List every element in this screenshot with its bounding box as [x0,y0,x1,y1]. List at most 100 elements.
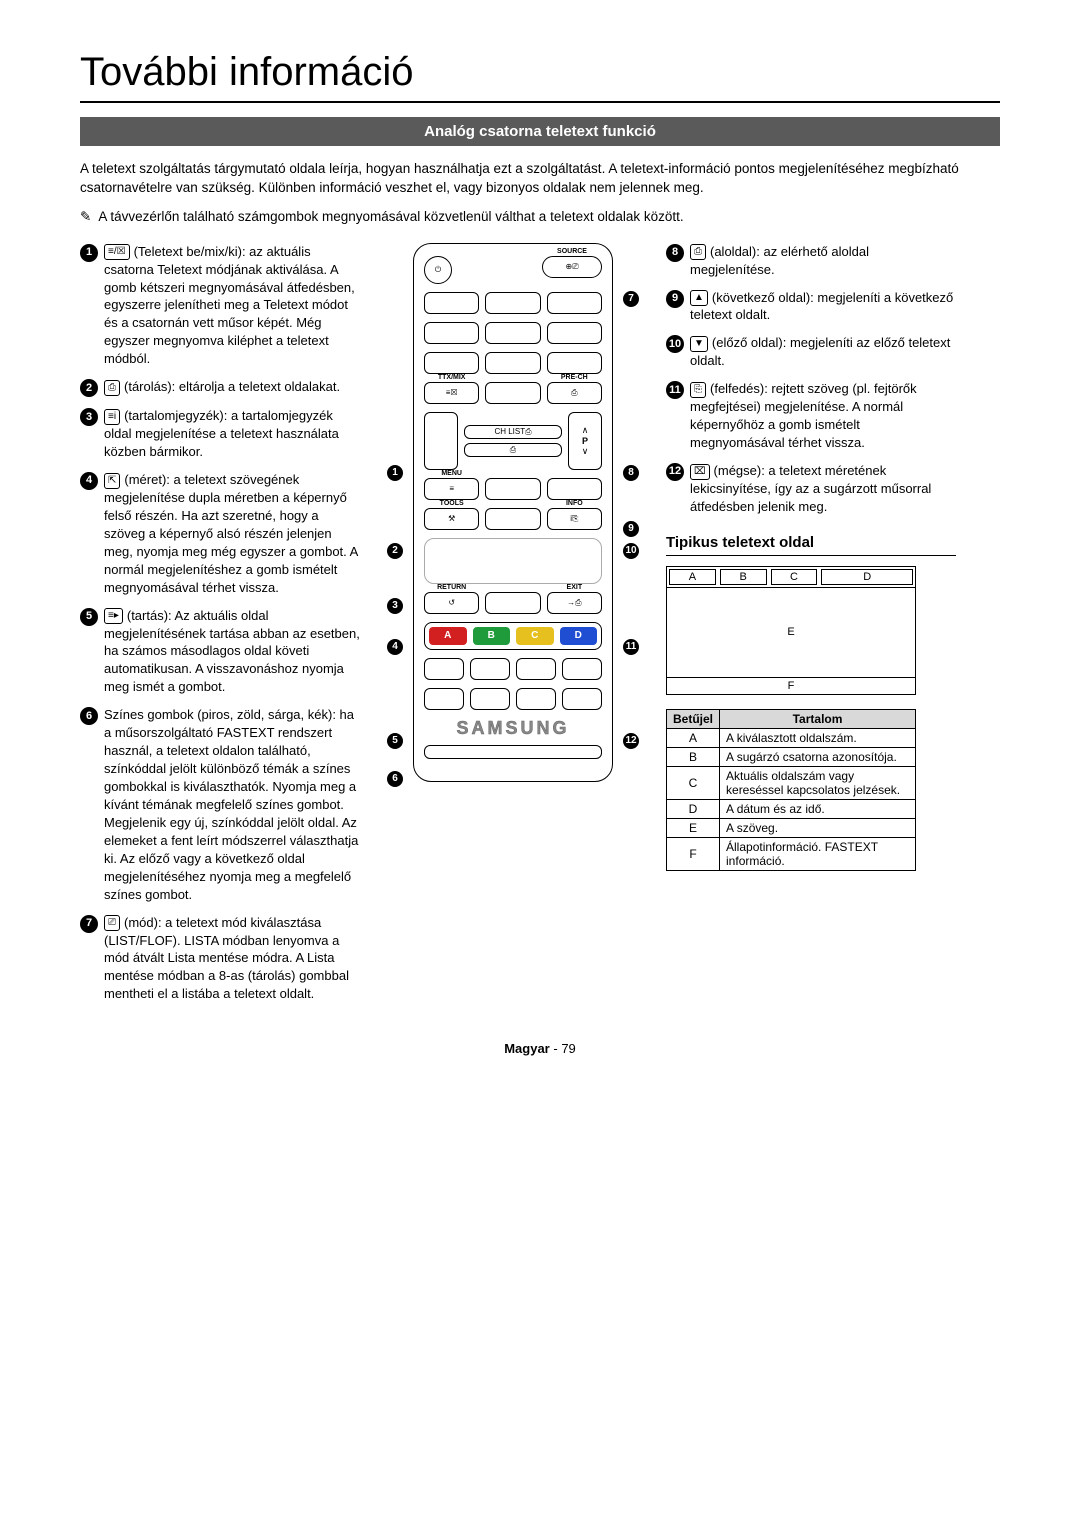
tools-label: TOOLS [440,500,464,507]
teletext-icon: ▲ [690,290,708,306]
color-key-green[interactable]: B [473,627,511,645]
store-button[interactable]: ⎙ [464,443,562,457]
num-7[interactable] [424,352,479,374]
page-rocker[interactable]: ∧ P ∨ [568,412,602,470]
table-row: DA dátum és az idő. [667,799,916,818]
extra-7[interactable] [516,688,556,710]
num-0[interactable] [485,382,540,404]
table-cell-key: B [667,747,720,766]
num-5[interactable] [485,322,540,344]
power-button[interactable]: ⏻ [424,256,452,284]
item-number: 7 [80,915,98,933]
info-button[interactable]: INFOi⎘ [547,508,602,530]
callout-4: 4 [387,639,403,655]
item-text: (aloldal): az elérhető aloldal megjelení… [690,244,869,277]
tt-cell-c: C [771,569,818,585]
teletext-icon: ≡i [104,409,120,425]
num-6[interactable] [547,322,602,344]
color-keys: A B C D [424,622,602,650]
list-item: 7 ⎚(mód): a teletext mód kiválasztása (L… [80,914,360,1004]
bottom-bar [424,745,602,759]
item-text: (mód): a teletext mód kiválasztása (LIST… [104,915,349,1002]
list-item: 3 ≡i(tartalomjegyzék): a tartalomjegyzék… [80,407,360,461]
list-item: 8 ⎙(aloldal): az elérhető aloldal megjel… [666,243,956,279]
color-key-red[interactable]: A [429,627,467,645]
item-text: (Teletext be/mix/ki): az aktuális csator… [104,244,355,367]
teletext-layout-diagram: A B C D E F [666,566,916,695]
teletext-icon: ⇱ [104,473,120,489]
list-item: 10 ▼(előző oldal): megjeleníti az előző … [666,334,956,370]
info-label: INFO [566,500,583,507]
item-text: (tartás): Az aktuális oldal megjelenítés… [104,608,360,695]
teletext-icon: ⎚ [104,915,120,931]
item-number: 9 [666,290,684,308]
source-label: SOURCE [557,248,587,255]
num-4[interactable] [424,322,479,344]
num-8[interactable] [485,352,540,374]
brand-logo: SAMSUNG [424,718,602,739]
dpad[interactable] [424,538,602,584]
ttx-button[interactable]: TTX/MIX≡☒ [424,382,479,404]
callout-1: 1 [387,465,403,481]
item-number: 4 [80,472,98,490]
item-text: (felfedés): rejtett szöveg (pl. fejtörők… [690,381,917,450]
num-3[interactable] [547,292,602,314]
table-cell-value: A sugárzó csatorna azonosítója. [720,747,916,766]
source-button[interactable]: SOURCE⊕⎚ [542,256,602,278]
blank-button-1[interactable] [485,478,540,500]
extra-8[interactable] [562,688,602,710]
table-cell-key: F [667,837,720,870]
table-row: EA szöveg. [667,818,916,837]
color-key-yellow[interactable]: C [516,627,554,645]
list-item: 9 ▲(következő oldal): megjeleníti a köve… [666,289,956,325]
remote-control: ⏻ SOURCE⊕⎚ TTX/MIX≡☒ PRE-CH⎙ [413,243,613,782]
exit-button[interactable]: EXIT→⎙ [547,592,602,614]
list-item: 4 ⇱(méret): a teletext szövegének megjel… [80,471,360,597]
teletext-icon: ⎙ [690,244,706,260]
extra-1[interactable] [424,658,464,680]
num-1[interactable] [424,292,479,314]
extra-5[interactable] [424,688,464,710]
num-9[interactable] [547,352,602,374]
callout-11: 11 [623,639,639,655]
tt-cell-b: B [720,569,767,585]
left-column: 1 ≡/☒(Teletext be/mix/ki): az aktuális c… [80,243,360,1014]
extra-3[interactable] [516,658,556,680]
teletext-icon: ⌧ [690,464,710,480]
volume-rocker[interactable] [424,412,458,470]
callout-2: 2 [387,543,403,559]
extra-4[interactable] [562,658,602,680]
extra-6[interactable] [470,688,510,710]
intro-paragraph: A teletext szolgáltatás tárgymutató olda… [80,160,1000,198]
callout-6: 6 [387,771,403,787]
return-button[interactable]: RETURN↺ [424,592,479,614]
callout-10: 10 [623,543,639,559]
chlist-button[interactable]: CH LIST⎙ [464,425,562,439]
teletext-icon: ≡/☒ [104,244,130,260]
table-head-content: Tartalom [720,709,916,728]
blank-button-4[interactable] [485,592,540,614]
teletext-icon: ⎘ [690,382,706,398]
menu-label: MENU [441,470,462,477]
menu-button[interactable]: MENU≡ [424,478,479,500]
item-number: 1 [80,244,98,262]
footer-sep: - [550,1041,562,1056]
right-column: 8 ⎙(aloldal): az elérhető aloldal megjel… [666,243,956,871]
table-cell-value: A kiválasztott oldalszám. [720,728,916,747]
list-item: 12 ⌧(mégse): a teletext méretének lekics… [666,462,956,516]
table-cell-value: A dátum és az idő. [720,799,916,818]
blank-button-3[interactable] [485,508,540,530]
tools-button[interactable]: TOOLS⚒ [424,508,479,530]
page-title: További információ [80,50,1000,103]
table-row: BA sugárzó csatorna azonosítója. [667,747,916,766]
table-cell-key: D [667,799,720,818]
color-key-blue[interactable]: D [560,627,598,645]
return-label: RETURN [437,584,466,591]
prech-button[interactable]: PRE-CH⎙ [547,382,602,404]
num-2[interactable] [485,292,540,314]
list-item: 1 ≡/☒(Teletext be/mix/ki): az aktuális c… [80,243,360,369]
extra-2[interactable] [470,658,510,680]
callout-9: 9 [623,521,639,537]
blank-button-2[interactable] [547,478,602,500]
item-number: 12 [666,463,684,481]
